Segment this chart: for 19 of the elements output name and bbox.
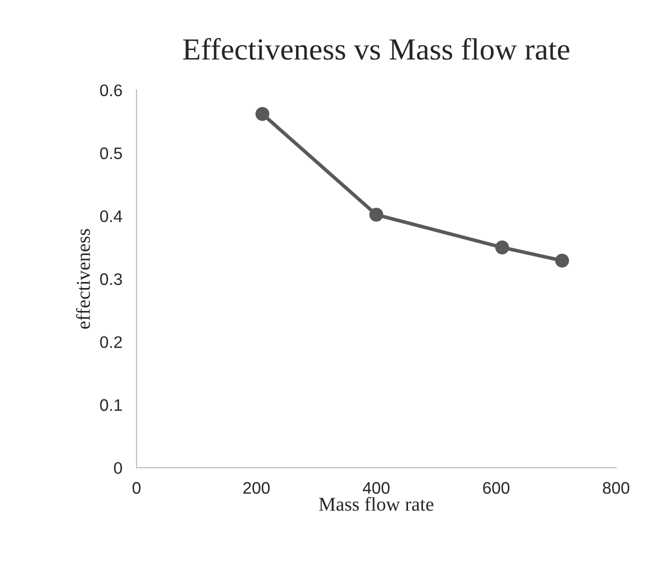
chart-title: Effectiveness vs Mass flow rate (183, 38, 570, 60)
y-tick-label: 0.6 (100, 84, 122, 96)
x-tick-label: 200 (243, 482, 270, 494)
y-tick-label: 0.3 (100, 273, 122, 286)
point (495, 240, 510, 254)
y-tick-label: 0.1 (100, 399, 122, 411)
point (369, 208, 384, 222)
y-tick-label: 0.5 (100, 147, 122, 160)
point (255, 107, 270, 121)
y-axis-title: effectiveness (76, 229, 90, 329)
x-tick-label: 600 (483, 482, 510, 494)
y-tick-label: 0.4 (100, 210, 122, 222)
x-tick-label: 800 (602, 482, 630, 494)
x-tick-label: 0 (132, 482, 141, 494)
x-tick-label: 400 (362, 482, 390, 494)
y-tick-label: 0.2 (100, 336, 122, 348)
point (555, 254, 570, 268)
x-axis-title: Mass flow rate (319, 496, 434, 511)
y-tick-label: 0 (114, 462, 122, 474)
